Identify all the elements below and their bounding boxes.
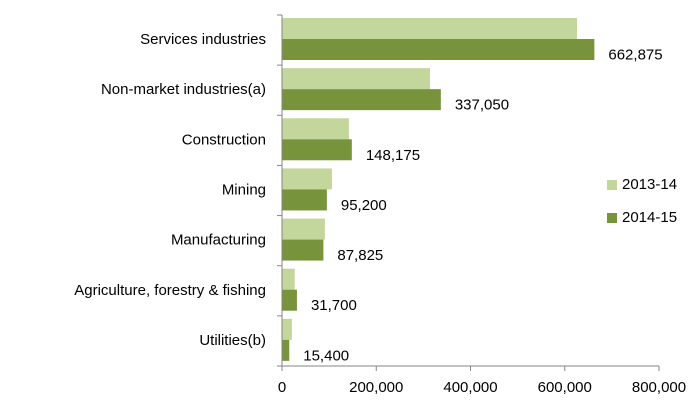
category-label: Services industries: [140, 31, 266, 48]
data-label: 95,200: [341, 197, 387, 214]
category-label: Construction: [182, 131, 266, 148]
bar: [282, 18, 578, 39]
legend-label: 2013-14: [622, 176, 677, 193]
data-label: 337,050: [455, 97, 509, 114]
bar: [282, 189, 327, 211]
bar: [282, 318, 292, 340]
data-label: 31,700: [311, 297, 357, 314]
bar: [282, 268, 295, 290]
data-label: 662,875: [608, 46, 662, 63]
bar: [282, 239, 324, 261]
category-label: Manufacturing: [171, 232, 266, 249]
bar: [282, 168, 332, 190]
category-label: Agriculture, forestry & fishing: [74, 282, 266, 299]
legend-label: 2014-15: [622, 209, 677, 226]
data-label: 87,825: [337, 247, 383, 264]
category-label: Mining: [222, 181, 266, 198]
bar: [282, 218, 325, 240]
data-label: 148,175: [366, 147, 420, 164]
bar: [282, 89, 441, 111]
x-tick-label: 0: [278, 379, 286, 396]
data-label: 15,400: [303, 347, 349, 364]
x-tick-label: 400,000: [443, 379, 497, 396]
bar: [282, 289, 297, 311]
bar: [282, 339, 290, 361]
category-label: Non-market industries(a): [101, 81, 266, 98]
x-tick-label: 800,000: [632, 379, 686, 396]
bar: [282, 139, 352, 161]
bar: [282, 39, 595, 60]
legend-swatch: [607, 213, 617, 223]
bar: [282, 118, 349, 140]
category-label: Utilities(b): [199, 332, 266, 349]
bar: [282, 68, 430, 90]
x-tick-label: 200,000: [349, 379, 403, 396]
legend-swatch: [607, 180, 617, 190]
x-tick-label: 600,000: [538, 379, 592, 396]
